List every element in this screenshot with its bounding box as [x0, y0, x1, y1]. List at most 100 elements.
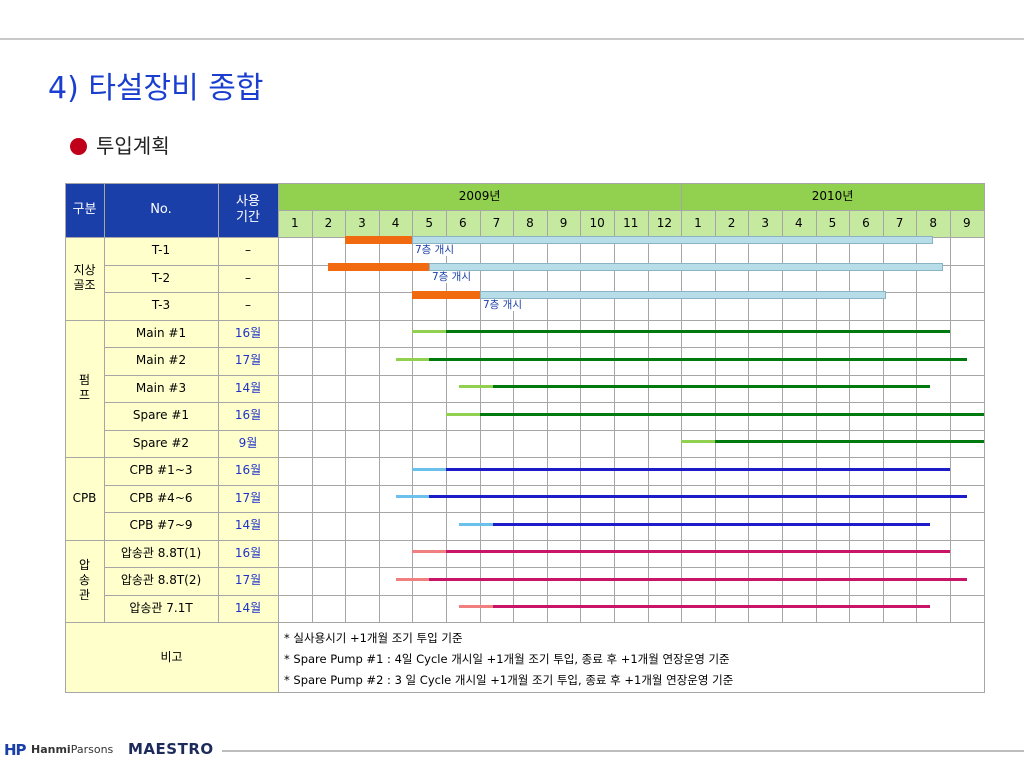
gantt-bar-main: [446, 330, 950, 334]
grid-line: [278, 210, 984, 211]
group-label-line: 골조: [73, 278, 96, 293]
row-usage-period: 16월: [218, 457, 278, 485]
row-usage-period: 16월: [218, 319, 278, 347]
grid-line: [218, 183, 219, 622]
grid-line: [446, 210, 447, 622]
footer-rule: [222, 750, 1024, 752]
header-month: 12: [647, 210, 682, 237]
gantt-bar-main: [429, 577, 967, 581]
row-equipment-no: T-3: [104, 292, 218, 320]
grid-line: [312, 210, 313, 622]
group-label-line: 프: [78, 388, 91, 403]
row-equipment-no: CPB #1~3: [104, 457, 218, 485]
maestro-logo: MAESTRO: [128, 740, 214, 758]
row-equipment-no: T-2: [104, 264, 218, 292]
hanmi-parsons-logo-mark: HP: [4, 741, 27, 759]
grid-line: [104, 183, 105, 622]
gantt-bar-main: [493, 385, 930, 389]
row-equipment-no: CPB #7~9: [104, 512, 218, 540]
header-no: No.: [104, 183, 218, 237]
group-label-line: CPB: [72, 490, 97, 505]
table-border-left: [65, 183, 66, 692]
grid-line: [65, 622, 984, 623]
grid-line: [916, 210, 917, 622]
remark-line: * Spare Pump #2 : 3 일 Cycle 개시일 +1개월 조기 …: [284, 673, 734, 687]
grid-line: [379, 210, 380, 622]
row-equipment-no: CPB #4~6: [104, 484, 218, 512]
gantt-bar-main: [480, 290, 886, 299]
group-label-line: 송: [78, 573, 91, 588]
grid-line: [104, 429, 984, 431]
header-month: 4: [782, 210, 816, 237]
gantt-bar-early: [345, 235, 412, 244]
row-equipment-no: 압송관 8.8T(2): [104, 567, 218, 595]
header-month: 8: [513, 210, 547, 237]
gantt-bar-early: [328, 263, 429, 272]
hanmi-parsons-logo: HanmiParsons: [31, 743, 113, 756]
header-month: 6: [446, 210, 480, 237]
row-usage-period: 16월: [218, 539, 278, 567]
header-category: 구분: [65, 183, 104, 237]
header-month: 4: [378, 210, 413, 237]
logo-hanmi-text: Hanmi: [31, 743, 71, 756]
header-year-2009: 2009년: [278, 183, 682, 210]
gantt-bar-label: 7층 개시: [431, 271, 472, 284]
grid-line: [104, 484, 984, 486]
grid-line: [278, 183, 279, 692]
group-label-line: 펌: [78, 373, 91, 388]
row-equipment-no: T-1: [104, 237, 218, 265]
grid-line: [816, 210, 817, 622]
gantt-bar-early: [412, 550, 446, 554]
subtitle-text: 투입계획: [96, 134, 170, 158]
grid-line: [580, 210, 581, 622]
gantt-bar-main: [412, 235, 933, 244]
grid-line: [883, 210, 884, 622]
remark-line: * 실사용시기 +1개월 조기 투입 기준: [284, 631, 463, 645]
grid-line: [104, 402, 984, 403]
gantt-bar-label: 7층 개시: [414, 243, 455, 256]
remarks-label: 비고: [65, 622, 278, 692]
header-month: 1: [278, 210, 312, 237]
group-label-line: 관: [78, 588, 91, 603]
header-month: 2: [311, 210, 346, 237]
grid-line: [849, 210, 850, 622]
grid-line: [648, 210, 649, 622]
header-usage: 사용 기간: [218, 183, 278, 237]
gantt-bar-label: 7층 개시: [482, 298, 523, 311]
gantt-bar-early: [681, 440, 715, 444]
gantt-bar-early: [446, 412, 480, 416]
header-month: 7: [479, 210, 514, 237]
grid-line: [547, 210, 548, 622]
row-equipment-no: Spare #2: [104, 429, 218, 457]
table-border-bottom: [65, 692, 985, 693]
header-month: 6: [849, 210, 883, 237]
row-usage-period: –: [218, 292, 278, 320]
grid-line: [345, 210, 346, 622]
row-usage-period: 17월: [218, 484, 278, 512]
grid-line: [104, 567, 984, 568]
grid-line: [513, 210, 514, 622]
row-usage-period: 14월: [218, 374, 278, 402]
group-label-line: 지상: [73, 263, 96, 278]
gantt-bar-main: [493, 605, 930, 609]
gantt-bar-early: [396, 495, 429, 499]
gantt-bar-main: [429, 495, 967, 499]
grid-line: [681, 183, 682, 622]
gantt-bar-main: [429, 357, 967, 361]
row-usage-period: 16월: [218, 402, 278, 430]
row-usage-period: 17월: [218, 567, 278, 595]
header-month: 5: [412, 210, 446, 237]
gantt-bar-main: [429, 263, 943, 272]
row-equipment-no: 압송관 8.8T(1): [104, 539, 218, 567]
row-equipment-no: 압송관 7.1T: [104, 594, 218, 622]
row-usage-period: –: [218, 237, 278, 265]
grid-line: [65, 457, 984, 458]
gantt-bar-early: [459, 385, 493, 389]
header-month: 9: [950, 210, 984, 237]
row-usage-period: 17월: [218, 347, 278, 375]
grid-line: [412, 210, 413, 622]
grid-line: [104, 374, 984, 376]
gantt-bar-early: [396, 577, 429, 581]
gantt-bar-early: [459, 522, 493, 526]
